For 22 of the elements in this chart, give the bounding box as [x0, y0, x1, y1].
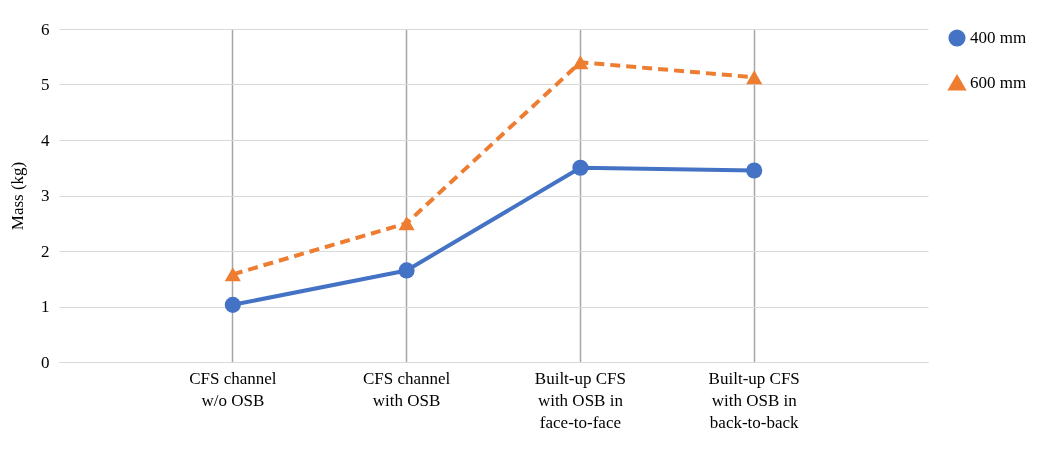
- point: [398, 262, 415, 279]
- x-tick-label: CFS channel with OSB: [362, 368, 451, 410]
- y-tick-label: 1: [41, 297, 50, 316]
- y-tick-label: 3: [41, 186, 50, 205]
- legend-label: 600 mm: [970, 73, 1027, 92]
- x-tick-label: Built-up CFS with OSB in face-to-face: [534, 368, 626, 432]
- y-tick-label: 4: [41, 130, 50, 150]
- x-tick-label: Built-up CFS with OSB in back-to-back: [708, 368, 800, 432]
- point: [746, 162, 763, 179]
- y-tick-label: 2: [41, 241, 50, 261]
- legend-label: 400 mm: [970, 28, 1027, 47]
- point: [224, 296, 241, 313]
- point: [572, 159, 589, 176]
- y-tick-label: 0: [41, 352, 50, 372]
- point: [746, 70, 763, 85]
- point: [224, 267, 241, 282]
- y-axis-title: Mass (kg): [8, 161, 27, 231]
- y-tick-label: 6: [41, 19, 50, 39]
- y-tick-label: 5: [41, 75, 50, 94]
- point: [572, 55, 589, 70]
- point: [398, 216, 415, 231]
- x-tick-label: CFS channel w/o OSB: [189, 368, 277, 410]
